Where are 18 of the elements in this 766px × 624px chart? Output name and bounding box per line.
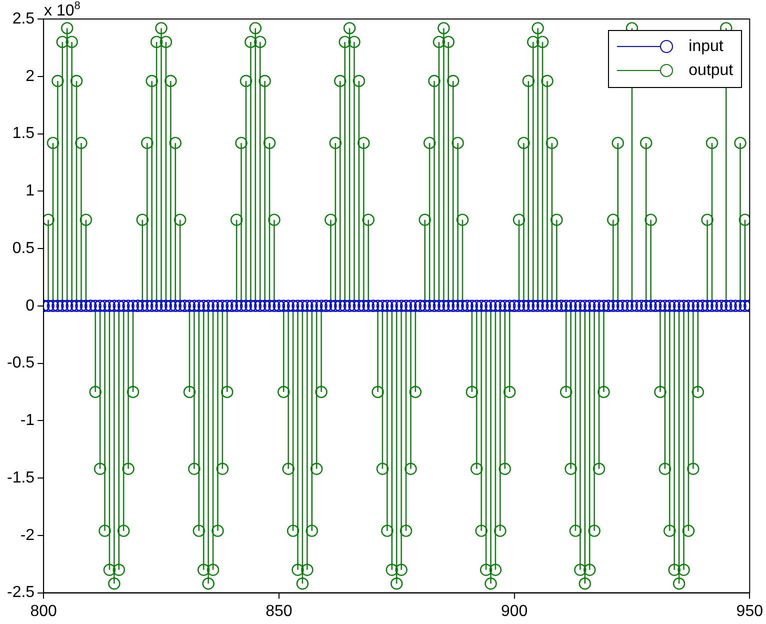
x-tick-label: 800 [30,602,58,620]
y-tick-label: 0 [26,297,35,314]
x-tick-label: 900 [500,602,528,620]
y-tick-label: -0.5 [6,354,35,372]
x-tick-label: 850 [266,602,292,620]
legend-label: output [688,62,734,80]
y-tick-label: -2 [20,526,35,544]
x-tick-label: 950 [736,602,764,620]
y-tick-label: 1.5 [12,125,35,142]
y-tick-label: -1.5 [6,469,35,486]
y-tick-label: 2.5 [12,10,35,28]
y-tick-label: 1 [26,182,35,200]
y-tick-label: 2 [26,68,35,85]
y-tick-label: 0.5 [12,240,35,257]
annotation: x 10$^{8}$ [44,0,80,20]
y-tick-label: -2.5 [6,584,35,602]
y-tick-label: -1 [20,412,35,430]
legend-label: input [688,38,724,56]
